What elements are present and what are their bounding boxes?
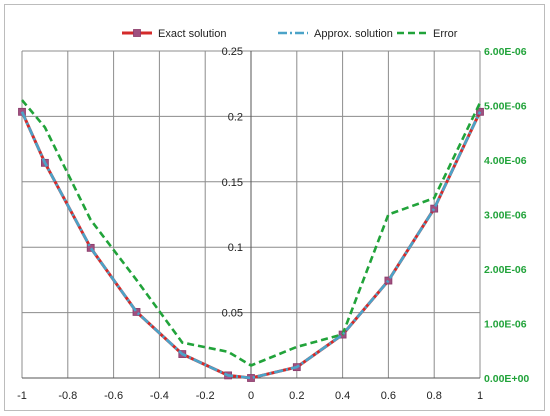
x-tick-label: 1: [477, 390, 483, 402]
legend: Exact solution Approx. solution Error: [122, 28, 458, 40]
x-tick-label: -0.2: [196, 390, 215, 402]
chart-frame: [4, 4, 545, 411]
y-left-tick-label: 0.25: [222, 46, 243, 58]
legend-label: Approx. solution: [314, 28, 393, 40]
legend-label: Exact solution: [158, 28, 226, 40]
y-left-tick-labels: 0.05 0.1 0.15 0.2 0.25: [222, 46, 243, 320]
y-right-tick-label: 2.00E-06: [484, 264, 527, 276]
y-right-tick-label: 0.00E+00: [484, 373, 529, 385]
x-tick-label: -0.8: [58, 390, 77, 402]
x-tick-label: -0.6: [104, 390, 123, 402]
x-tick-label: 0.8: [427, 390, 442, 402]
y-axis-line: [22, 51, 480, 379]
data-point-marker: [86, 243, 95, 252]
data-point-marker: [430, 204, 439, 213]
x-tick-label: 0.6: [381, 390, 396, 402]
legend-marker: [133, 29, 141, 37]
y-right-tick-label: 3.00E-06: [484, 210, 527, 222]
y-right-tick-label: 4.00E-06: [484, 155, 527, 167]
y-left-tick-label: 0.05: [222, 308, 243, 320]
y-right-tick-labels: 0.00E+00 1.00E-06 2.00E-06 3.00E-06 4.00E-06…: [484, 46, 529, 385]
y-right-tick-label: 5.00E-06: [484, 101, 527, 113]
data-point-marker: [132, 308, 141, 316]
legend-label: Error: [433, 28, 458, 40]
data-point-marker: [384, 276, 393, 285]
series-line-approx-overlay: [20, 111, 482, 380]
y-left-tick-label: 0.1: [228, 242, 243, 254]
y-left-tick-label: 0.15: [222, 177, 243, 189]
x-tick-label: -0.4: [150, 390, 169, 402]
x-tick-label: 0: [248, 390, 254, 402]
x-tick-label: 0.2: [289, 390, 304, 402]
x-tick-label: -1: [17, 390, 27, 402]
x-tick-labels: -1 -0.8 -0.6 -0.4 -0.2 0 0.2 0.4 0.6 0.8 1: [17, 390, 483, 402]
y-right-tick-label: 6.00E-06: [484, 46, 527, 58]
series-line-error: [21, 99, 482, 367]
x-tick-label: 0.4: [335, 390, 350, 402]
series-layer: [18, 99, 484, 382]
y-left-tick-label: 0.2: [228, 111, 243, 123]
y-right-tick-label: 1.00E-06: [484, 319, 527, 331]
